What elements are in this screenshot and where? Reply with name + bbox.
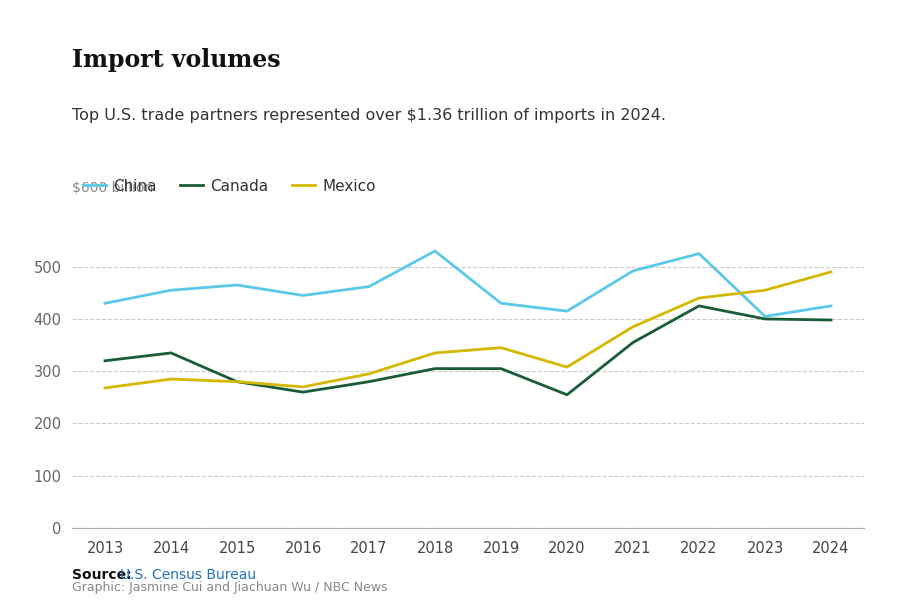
- Text: Graphic: Jasmine Cui and Jiachuan Wu / NBC News: Graphic: Jasmine Cui and Jiachuan Wu / N…: [72, 581, 388, 594]
- Legend: China, Canada, Mexico: China, Canada, Mexico: [76, 173, 382, 200]
- Text: U.S. Census Bureau: U.S. Census Bureau: [120, 568, 256, 582]
- Text: $600 billion: $600 billion: [72, 181, 153, 195]
- Text: Top U.S. trade partners represented over $1.36 trillion of imports in 2024.: Top U.S. trade partners represented over…: [72, 108, 666, 123]
- Text: Import volumes: Import volumes: [72, 48, 281, 72]
- Text: Source:: Source:: [72, 568, 131, 582]
